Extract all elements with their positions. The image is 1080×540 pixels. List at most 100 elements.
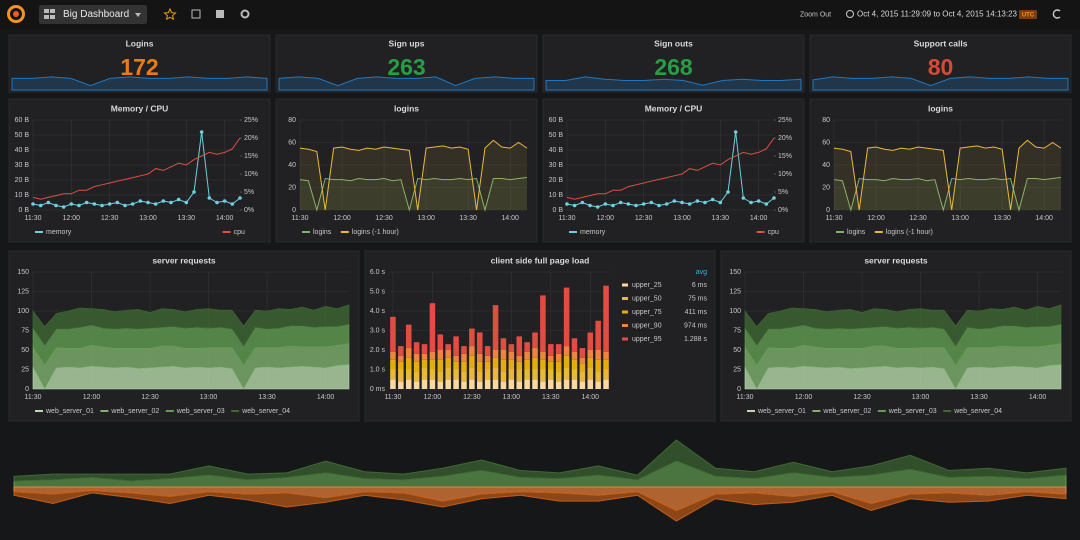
bar-segment: [421, 353, 428, 360]
bar-segment: [429, 359, 436, 370]
bar-segment: [461, 371, 467, 382]
y2-tick-label: 25%: [778, 117, 792, 124]
bar-segment: [603, 369, 609, 380]
legend-label: web_server_03: [176, 408, 225, 415]
x-tick-label: 12:00: [795, 394, 813, 401]
y-tick-label: 40: [288, 162, 296, 169]
y2-tick-label: 10%: [778, 171, 792, 178]
bar-segment: [603, 359, 609, 370]
y-tick-label: 60 B: [549, 117, 564, 124]
stat-value: 80: [928, 54, 954, 80]
bar-segment: [516, 355, 522, 362]
y-tick-label: 40: [822, 162, 830, 169]
panel: [8, 98, 271, 243]
series-line: [299, 139, 528, 211]
bar-segment: [461, 381, 467, 389]
x-tick-label: 12:00: [424, 394, 442, 401]
x-tick-label: 12:00: [867, 215, 885, 222]
refresh-icon[interactable]: [1052, 9, 1061, 19]
clock-icon: [846, 10, 854, 18]
y-tick-label: 20 B: [15, 177, 30, 184]
stacked-area: [32, 364, 350, 390]
bar-segment: [453, 379, 459, 389]
bar-segment: [516, 369, 522, 382]
save-icon[interactable]: [216, 10, 224, 18]
bar-segment: [453, 336, 459, 356]
time-range[interactable]: Oct 4, 2015 11:29:09 to Oct 4, 2015 14:1…: [857, 10, 1018, 19]
bar-segment: [579, 348, 586, 358]
legend-swatch: [35, 231, 43, 233]
bar-segment: [540, 359, 546, 370]
bar-segment: [532, 332, 538, 349]
data-point: [138, 199, 143, 203]
x-tick-label: 11:30: [292, 215, 309, 222]
bar-segment: [524, 359, 530, 370]
panel: [364, 250, 716, 422]
logo-core: [13, 11, 19, 17]
data-point: [756, 199, 761, 203]
bar-segment: [548, 344, 554, 356]
settings-icon[interactable]: [240, 9, 250, 19]
y-tick-label: 40 B: [15, 147, 30, 154]
data-point: [184, 200, 189, 205]
data-point: [84, 200, 89, 205]
legend-swatch: [747, 410, 755, 412]
panel-title: Memory / CPU: [111, 103, 169, 113]
bar-segment: [571, 369, 578, 380]
data-point: [31, 202, 35, 206]
bar-segment: [500, 338, 507, 350]
bar-segment: [563, 367, 570, 380]
data-point: [741, 196, 746, 200]
bar-segment: [516, 336, 522, 356]
bar-segment: [437, 381, 444, 389]
y2-tick-label: 0%: [244, 207, 254, 214]
zoom-out[interactable]: Zoom Out: [800, 11, 831, 18]
bar-segment: [540, 295, 546, 352]
legend-swatch: [812, 410, 821, 412]
bar-segment: [477, 332, 483, 354]
x-tick-label: 13:30: [712, 215, 730, 222]
x-tick-label: 13:00: [951, 215, 969, 222]
series-line: [299, 176, 528, 212]
y-tick-label: 0: [826, 207, 830, 214]
x-tick-label: 13:30: [970, 394, 988, 401]
bar-segment: [405, 369, 412, 380]
x-tick-label: 11:30: [826, 215, 843, 222]
star-icon[interactable]: [163, 7, 177, 21]
bar-segment: [563, 355, 570, 368]
y-tick-label: 6.0 s: [370, 269, 386, 276]
legend-swatch: [622, 310, 628, 314]
bar-segment: [437, 359, 444, 372]
legend-swatch: [622, 324, 628, 327]
bar-segment: [421, 379, 428, 389]
x-tick-label: 12:30: [463, 394, 481, 401]
dashboard-picker[interactable]: Big Dashboard: [39, 5, 147, 24]
bar-segment: [484, 346, 491, 356]
y-tick-label: 75: [733, 327, 741, 334]
y-tick-label: 2.0 s: [370, 347, 386, 354]
y-tick-label: 50 B: [15, 132, 30, 139]
bar-segment: [555, 353, 562, 362]
legend-label: memory: [46, 229, 72, 236]
bar-segment: [587, 357, 594, 368]
bar-segment: [421, 344, 428, 354]
bar-segment: [500, 371, 507, 382]
x-tick-label: 13:30: [459, 215, 477, 222]
bar-segment: [532, 357, 538, 370]
picker-button: [39, 5, 147, 24]
bar-segment: [595, 350, 601, 360]
legend-value: 75 ms: [688, 295, 708, 302]
legend-label: memory: [580, 229, 606, 236]
legend-header: avg: [696, 269, 707, 276]
logo[interactable]: [7, 5, 25, 23]
legend-swatch: [943, 410, 952, 412]
x-tick-label: 11:30: [384, 394, 401, 401]
data-point: [687, 202, 692, 206]
y-tick-label: 150: [729, 269, 741, 276]
bar-segment: [445, 379, 451, 389]
x-tick-label: 11:30: [737, 394, 754, 401]
legend-value: 1.288 s: [684, 336, 707, 343]
y-tick-label: 75: [21, 327, 29, 334]
bar-segment: [390, 351, 396, 360]
share-icon[interactable]: [191, 9, 201, 19]
